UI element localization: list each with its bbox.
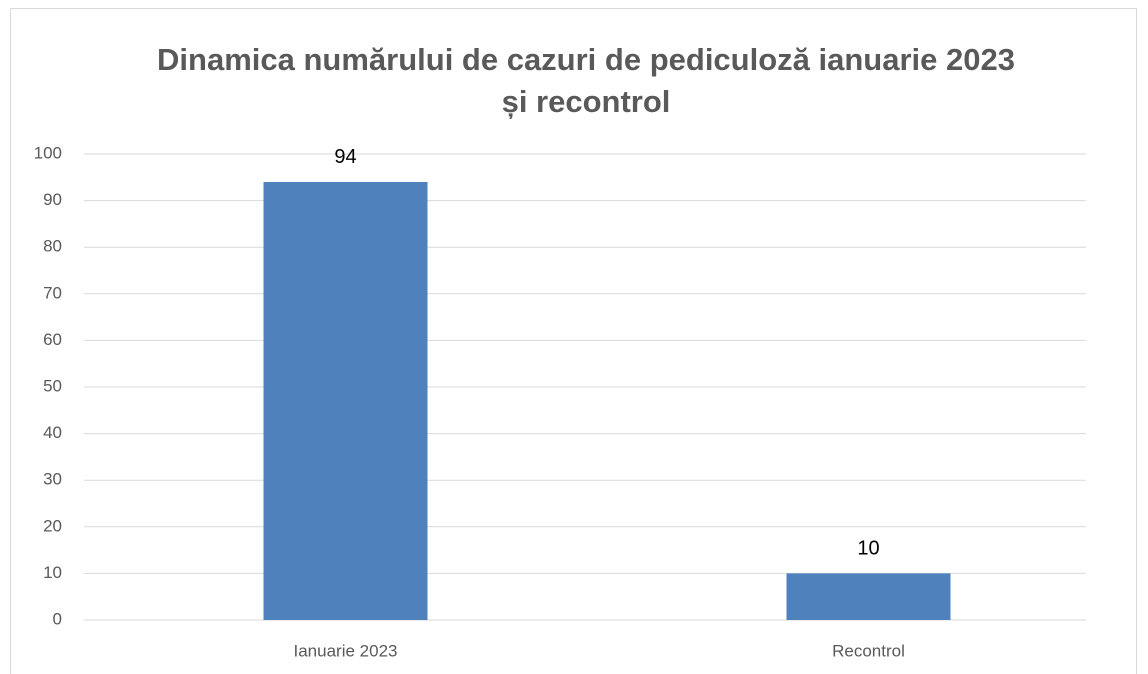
- chart-title: și recontrol: [502, 84, 671, 119]
- y-tick-label: 90: [43, 190, 62, 209]
- x-tick-label: Recontrol: [832, 641, 905, 660]
- y-tick-label: 60: [43, 330, 62, 349]
- data-label: 94: [334, 146, 356, 168]
- y-tick-label: 40: [43, 423, 62, 442]
- y-tick-label: 0: [53, 609, 62, 628]
- x-tick-label: Ianuarie 2023: [294, 641, 398, 660]
- bar: [263, 181, 428, 620]
- chart-title: Dinamica numărului de cazuri de pediculo…: [157, 42, 1015, 77]
- data-label: 10: [857, 538, 879, 560]
- chart-frame: [10, 8, 1137, 674]
- y-tick-label: 30: [43, 470, 62, 489]
- y-tick-label: 50: [43, 376, 62, 395]
- bar: [786, 573, 951, 620]
- y-tick-label: 10: [43, 563, 62, 582]
- y-tick-label: 70: [43, 283, 62, 302]
- y-tick-label: 100: [34, 143, 62, 162]
- y-tick-label: 20: [43, 516, 62, 535]
- y-tick-label: 80: [43, 237, 62, 256]
